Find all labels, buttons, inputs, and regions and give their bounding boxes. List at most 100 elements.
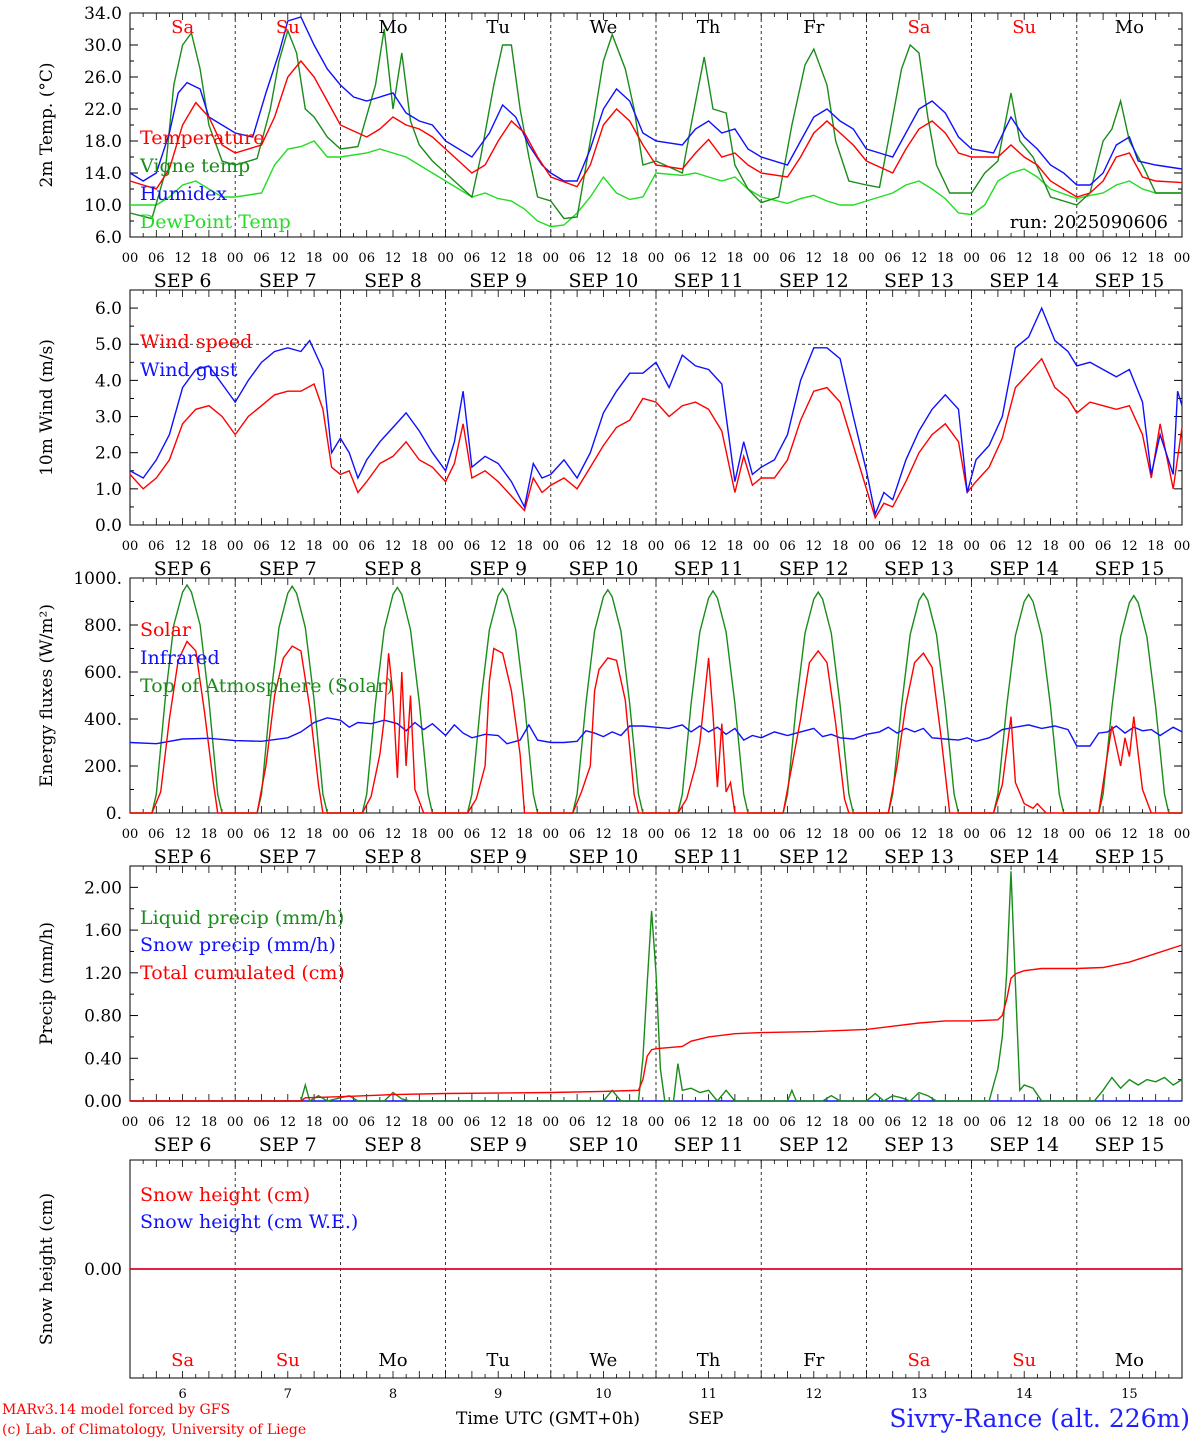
hour-label: 12 bbox=[595, 539, 612, 554]
weekday-label: Sa bbox=[907, 1350, 930, 1371]
hour-label: 18 bbox=[1147, 827, 1164, 842]
date-label: SEP 12 bbox=[779, 1134, 849, 1156]
legend-label: Snow height (cm) bbox=[140, 1184, 310, 1206]
hour-label: 12 bbox=[174, 539, 191, 554]
panel-temperature: 6.0 10.0 14.0 18.0 22.0 26.0 30.0 34.0 2m Temp. … bbox=[37, 4, 1190, 292]
date-label: SEP 13 bbox=[884, 558, 954, 580]
hour-label: 12 bbox=[1016, 827, 1033, 842]
hour-label: 00 bbox=[122, 251, 139, 266]
hour-label: 00 bbox=[227, 827, 244, 842]
hour-label: 18 bbox=[1147, 251, 1164, 266]
hour-label: 06 bbox=[358, 251, 375, 266]
hour-label: 18 bbox=[1042, 1115, 1059, 1130]
weekday-label: Mo bbox=[378, 1350, 407, 1371]
weekday-label: Su bbox=[276, 1350, 300, 1371]
hour-label: 18 bbox=[1042, 251, 1059, 266]
day-number-label: 15 bbox=[1121, 1387, 1138, 1402]
hour-label: 00 bbox=[858, 539, 875, 554]
hour-label: 00 bbox=[122, 539, 139, 554]
date-label: SEP 11 bbox=[674, 1134, 744, 1156]
hour-label: 12 bbox=[385, 827, 402, 842]
hour-label: 12 bbox=[595, 251, 612, 266]
hour-label: 00 bbox=[648, 539, 665, 554]
date-label: SEP 12 bbox=[779, 846, 849, 868]
date-label: SEP 15 bbox=[1094, 558, 1164, 580]
y-tick-label: 0. bbox=[106, 804, 122, 824]
hour-label: 06 bbox=[1095, 251, 1112, 266]
y-tick-label: 10.0 bbox=[84, 196, 122, 216]
hour-label: 00 bbox=[227, 251, 244, 266]
day-number-label: 6 bbox=[178, 1387, 186, 1402]
hour-label: 06 bbox=[674, 251, 691, 266]
date-label: SEP 7 bbox=[259, 1134, 317, 1156]
hour-label: 06 bbox=[884, 827, 901, 842]
hour-label: 12 bbox=[174, 251, 191, 266]
hour-label: 06 bbox=[990, 539, 1007, 554]
hour-label: 18 bbox=[201, 1115, 218, 1130]
hour-label: 06 bbox=[253, 1115, 270, 1130]
hour-label: 00 bbox=[543, 539, 560, 554]
run-label: run: 2025090606 bbox=[1010, 212, 1168, 233]
hour-label: 06 bbox=[464, 539, 481, 554]
hour-label: 06 bbox=[674, 1115, 691, 1130]
hour-label: 00 bbox=[1174, 539, 1191, 554]
hour-label: 00 bbox=[1069, 251, 1086, 266]
weekday-label: Su bbox=[276, 17, 300, 38]
hour-label: 12 bbox=[490, 539, 507, 554]
weekday-label: Th bbox=[697, 17, 721, 38]
hour-label: 06 bbox=[990, 1115, 1007, 1130]
hour-label: 06 bbox=[569, 1115, 586, 1130]
hour-label: 00 bbox=[1174, 1115, 1191, 1130]
hour-label: 18 bbox=[411, 251, 428, 266]
hour-label: 18 bbox=[937, 1115, 954, 1130]
hour-label: 18 bbox=[621, 539, 638, 554]
panel-energy: 0. 200. 400. 600. 800. 1000. Energy fluxes (W/… bbox=[37, 569, 1190, 868]
hour-label: 18 bbox=[1042, 827, 1059, 842]
weekday-label: Tu bbox=[486, 17, 510, 38]
weekday-label: Mo bbox=[378, 17, 407, 38]
hour-label: 00 bbox=[963, 827, 980, 842]
date-label: SEP 6 bbox=[154, 270, 212, 292]
hour-label: 06 bbox=[1095, 827, 1112, 842]
hour-label: 18 bbox=[201, 827, 218, 842]
weekday-label: Tu bbox=[486, 1350, 510, 1371]
date-label: SEP 10 bbox=[568, 846, 638, 868]
date-label: SEP 7 bbox=[259, 846, 317, 868]
hour-label: 06 bbox=[358, 1115, 375, 1130]
weekday-label: Mo bbox=[1115, 17, 1144, 38]
hour-label: 00 bbox=[753, 1115, 770, 1130]
panel-wind: 0.0 1.0 2.0 3.0 4.0 5.0 6.0 10m Wind (m/s) Wind … bbox=[37, 289, 1191, 580]
hour-label: 06 bbox=[1095, 539, 1112, 554]
weekday-label: We bbox=[590, 17, 618, 38]
hour-label: 00 bbox=[648, 1115, 665, 1130]
hour-label: 12 bbox=[280, 1115, 297, 1130]
y-tick-label: 3.0 bbox=[95, 408, 122, 428]
y-tick-label: 200. bbox=[84, 757, 122, 777]
hour-label: 00 bbox=[753, 251, 770, 266]
legend-label: Infrared bbox=[140, 647, 220, 669]
hour-label: 00 bbox=[648, 251, 665, 266]
hour-label: 06 bbox=[358, 827, 375, 842]
date-label: SEP 6 bbox=[154, 846, 212, 868]
hour-label: 00 bbox=[122, 827, 139, 842]
hour-label: 18 bbox=[516, 1115, 533, 1130]
hour-label: 06 bbox=[779, 827, 796, 842]
hour-label: 00 bbox=[753, 827, 770, 842]
hour-label: 18 bbox=[411, 827, 428, 842]
hour-label: 12 bbox=[1121, 827, 1138, 842]
date-label: SEP 9 bbox=[469, 1134, 527, 1156]
y-tick-label: 2.00 bbox=[84, 878, 122, 898]
hour-label: 18 bbox=[832, 251, 849, 266]
y-tick-label: 6.0 bbox=[95, 299, 122, 319]
hour-label: 18 bbox=[727, 251, 744, 266]
hour-label: 00 bbox=[437, 827, 454, 842]
hour-label: 12 bbox=[385, 1115, 402, 1130]
y-tick-label: 800. bbox=[84, 616, 122, 636]
legend-label: Snow precip (mm/h) bbox=[140, 934, 336, 956]
hour-label: 06 bbox=[569, 539, 586, 554]
hour-label: 00 bbox=[437, 251, 454, 266]
hour-label: 00 bbox=[122, 1115, 139, 1130]
date-label: SEP 11 bbox=[674, 270, 744, 292]
weekday-label: Fr bbox=[803, 17, 824, 38]
